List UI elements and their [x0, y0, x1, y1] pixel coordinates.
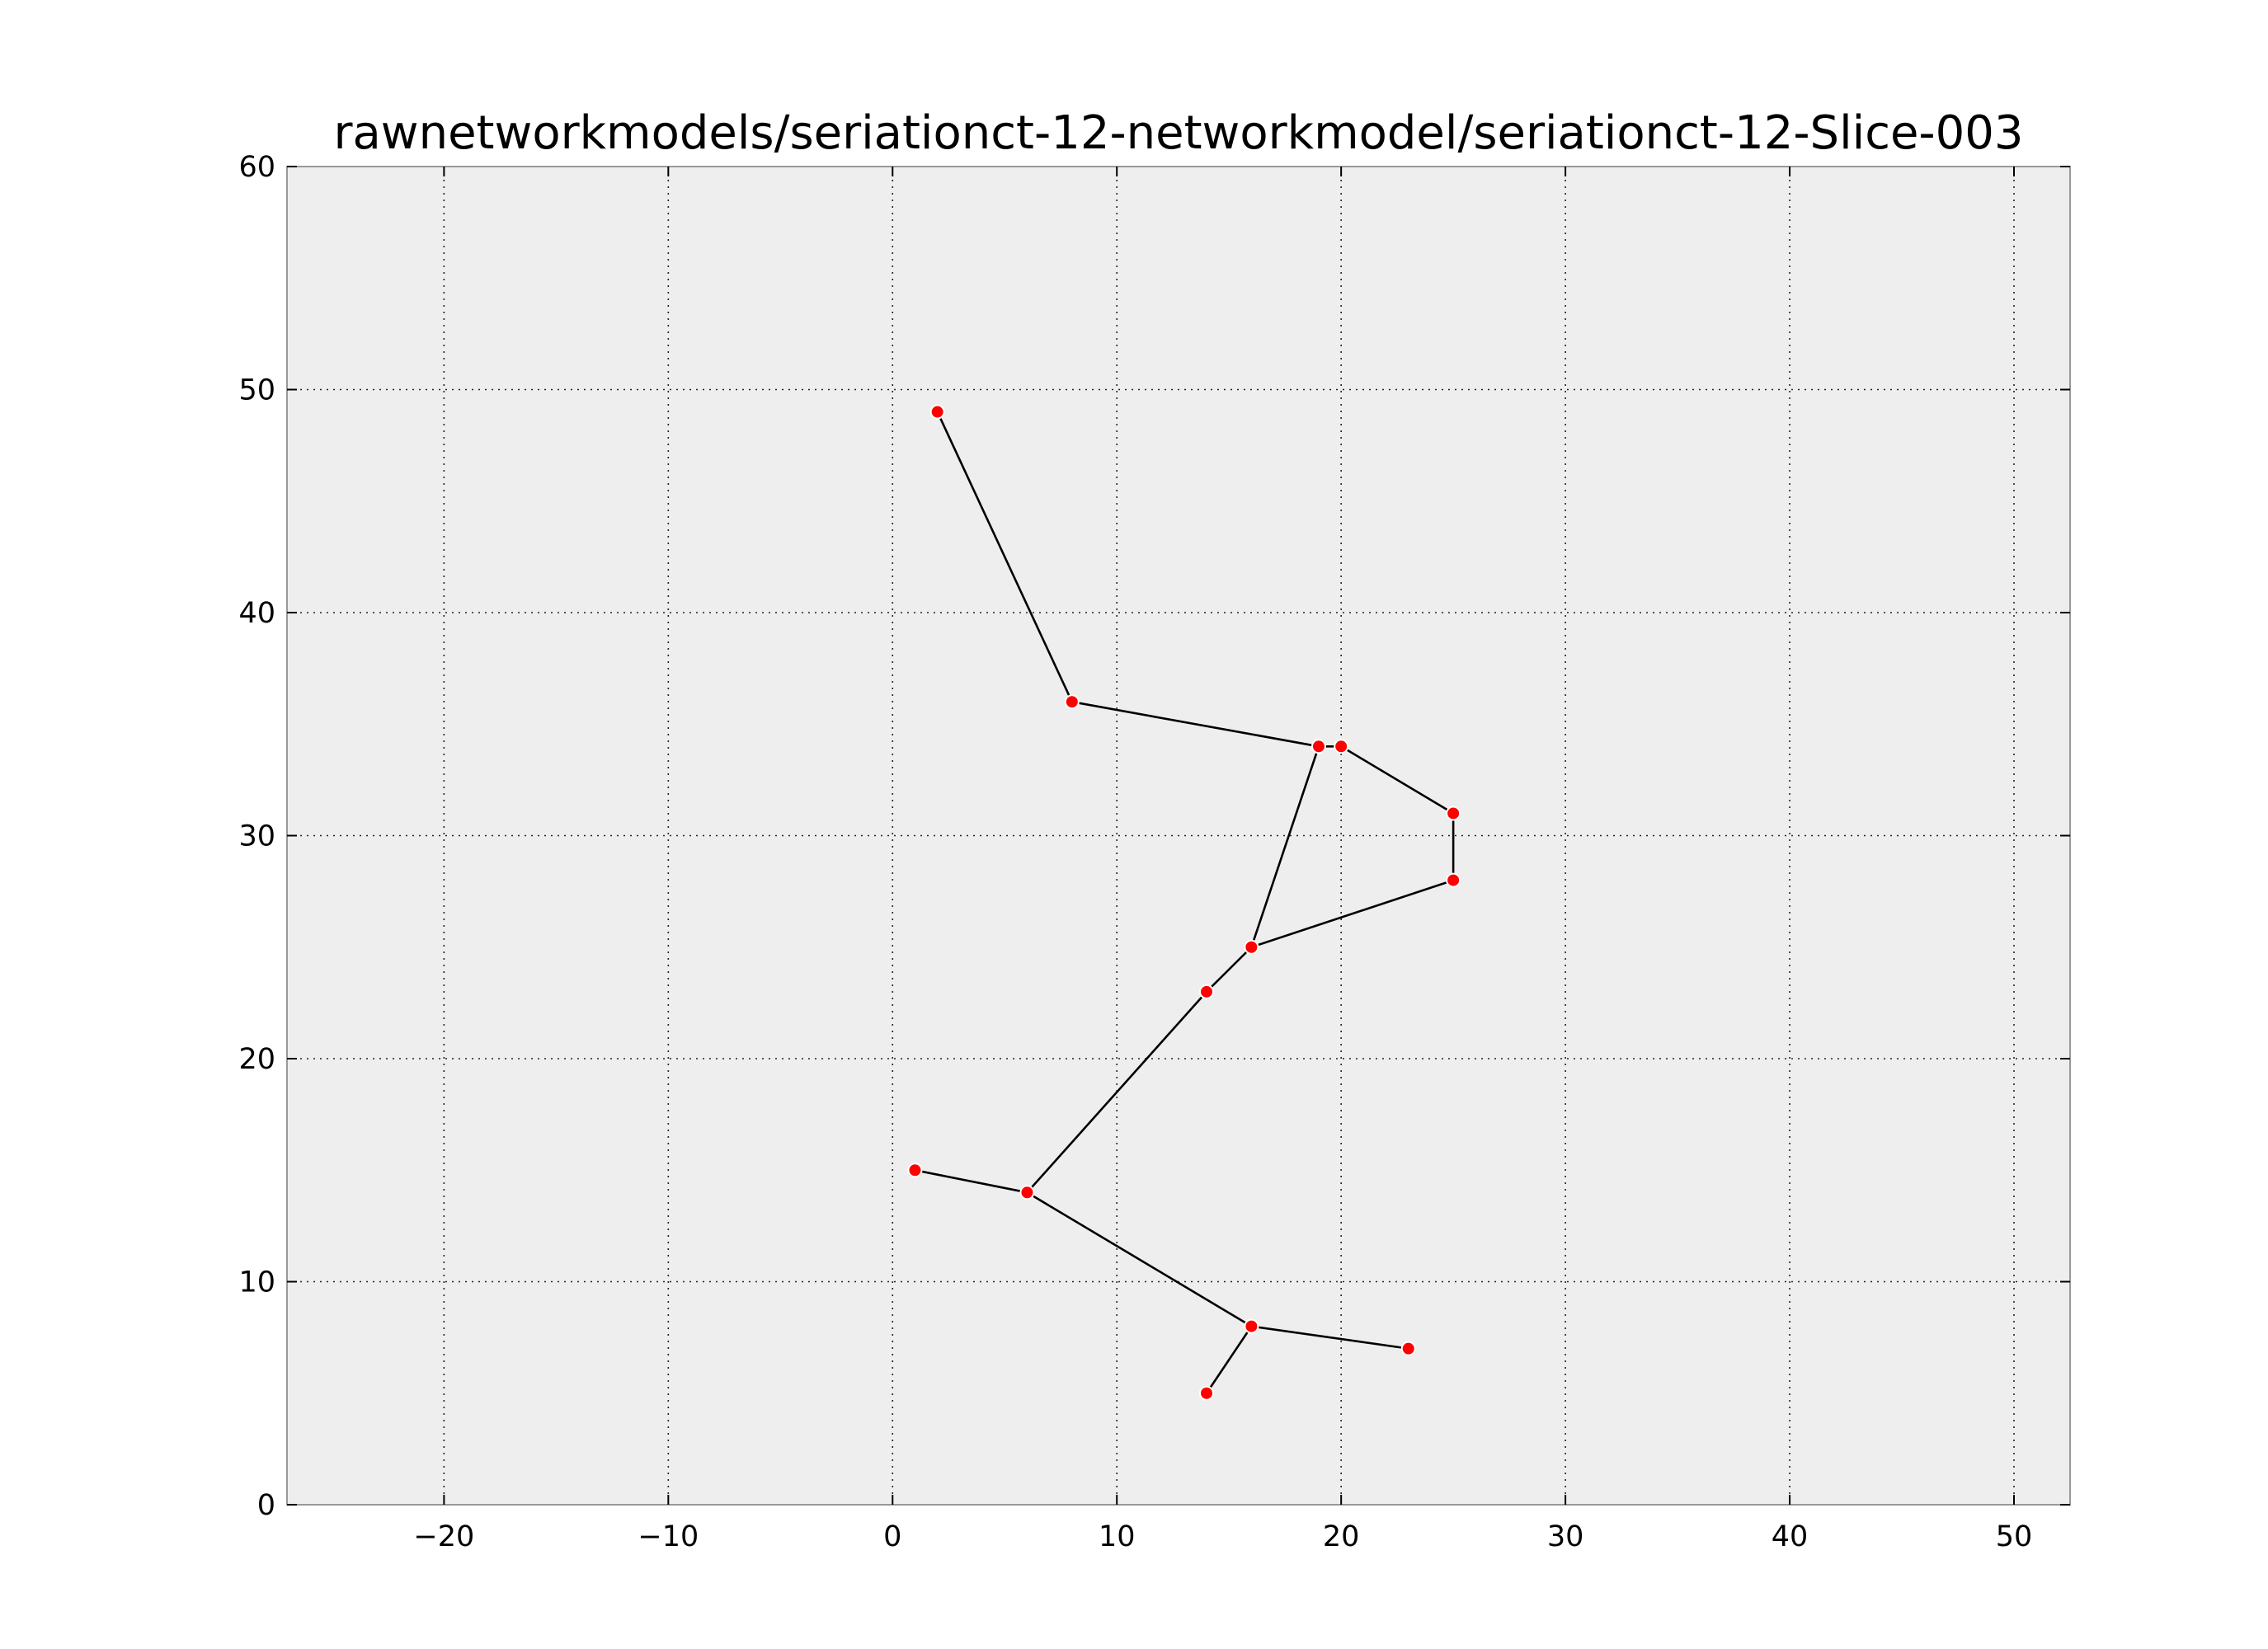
- y-tick-label: 60: [238, 151, 275, 184]
- y-tick-label: 30: [238, 820, 275, 853]
- edges: [915, 411, 1455, 1394]
- network-node: [1334, 739, 1349, 754]
- network-edge: [1250, 745, 1320, 948]
- network-node: [1244, 1318, 1259, 1334]
- x-tick-label: 50: [1996, 1520, 2033, 1553]
- network-node: [907, 1163, 923, 1178]
- network-edge: [1026, 990, 1207, 1194]
- network-node: [1019, 1185, 1035, 1200]
- chart-title: rawnetworkmodels/seriationct-12-networkm…: [333, 106, 2023, 160]
- y-tick-label: 40: [238, 597, 275, 630]
- network-edge: [1206, 946, 1253, 993]
- y-tick-label: 20: [238, 1043, 275, 1076]
- y-tick-label: 10: [238, 1266, 275, 1299]
- network-edge: [1340, 745, 1454, 815]
- x-tick-label: 0: [883, 1520, 901, 1553]
- network-edge: [936, 411, 1074, 702]
- network-node: [1244, 939, 1259, 955]
- x-tick-label: −10: [638, 1520, 699, 1553]
- network-edge: [1071, 700, 1320, 748]
- network-node: [929, 404, 945, 420]
- network-node: [1400, 1341, 1416, 1356]
- network-node: [1310, 739, 1326, 754]
- network-node: [1198, 1385, 1214, 1401]
- network-edge: [915, 1168, 1028, 1194]
- network-edge: [1026, 1191, 1253, 1327]
- network-edge: [1251, 1325, 1409, 1350]
- x-tick-label: 10: [1099, 1520, 1136, 1553]
- nodes: [907, 404, 1461, 1401]
- network-node: [1446, 872, 1461, 888]
- network-edge: [1250, 879, 1454, 948]
- x-tick-label: −20: [413, 1520, 474, 1553]
- y-tick-label: 0: [257, 1489, 275, 1522]
- ticks: −20 −10 0 10 20 30 40 50 0 10 20 30 40 50 60: [238, 151, 2070, 1553]
- network-edge: [1205, 1325, 1253, 1394]
- network-node: [1198, 984, 1214, 999]
- y-tick-label: 50: [238, 374, 275, 407]
- x-tick-label: 40: [1772, 1520, 1809, 1553]
- network-node: [1446, 806, 1461, 821]
- x-tick-label: 30: [1547, 1520, 1584, 1553]
- network-node: [1064, 694, 1080, 710]
- x-tick-label: 20: [1323, 1520, 1360, 1553]
